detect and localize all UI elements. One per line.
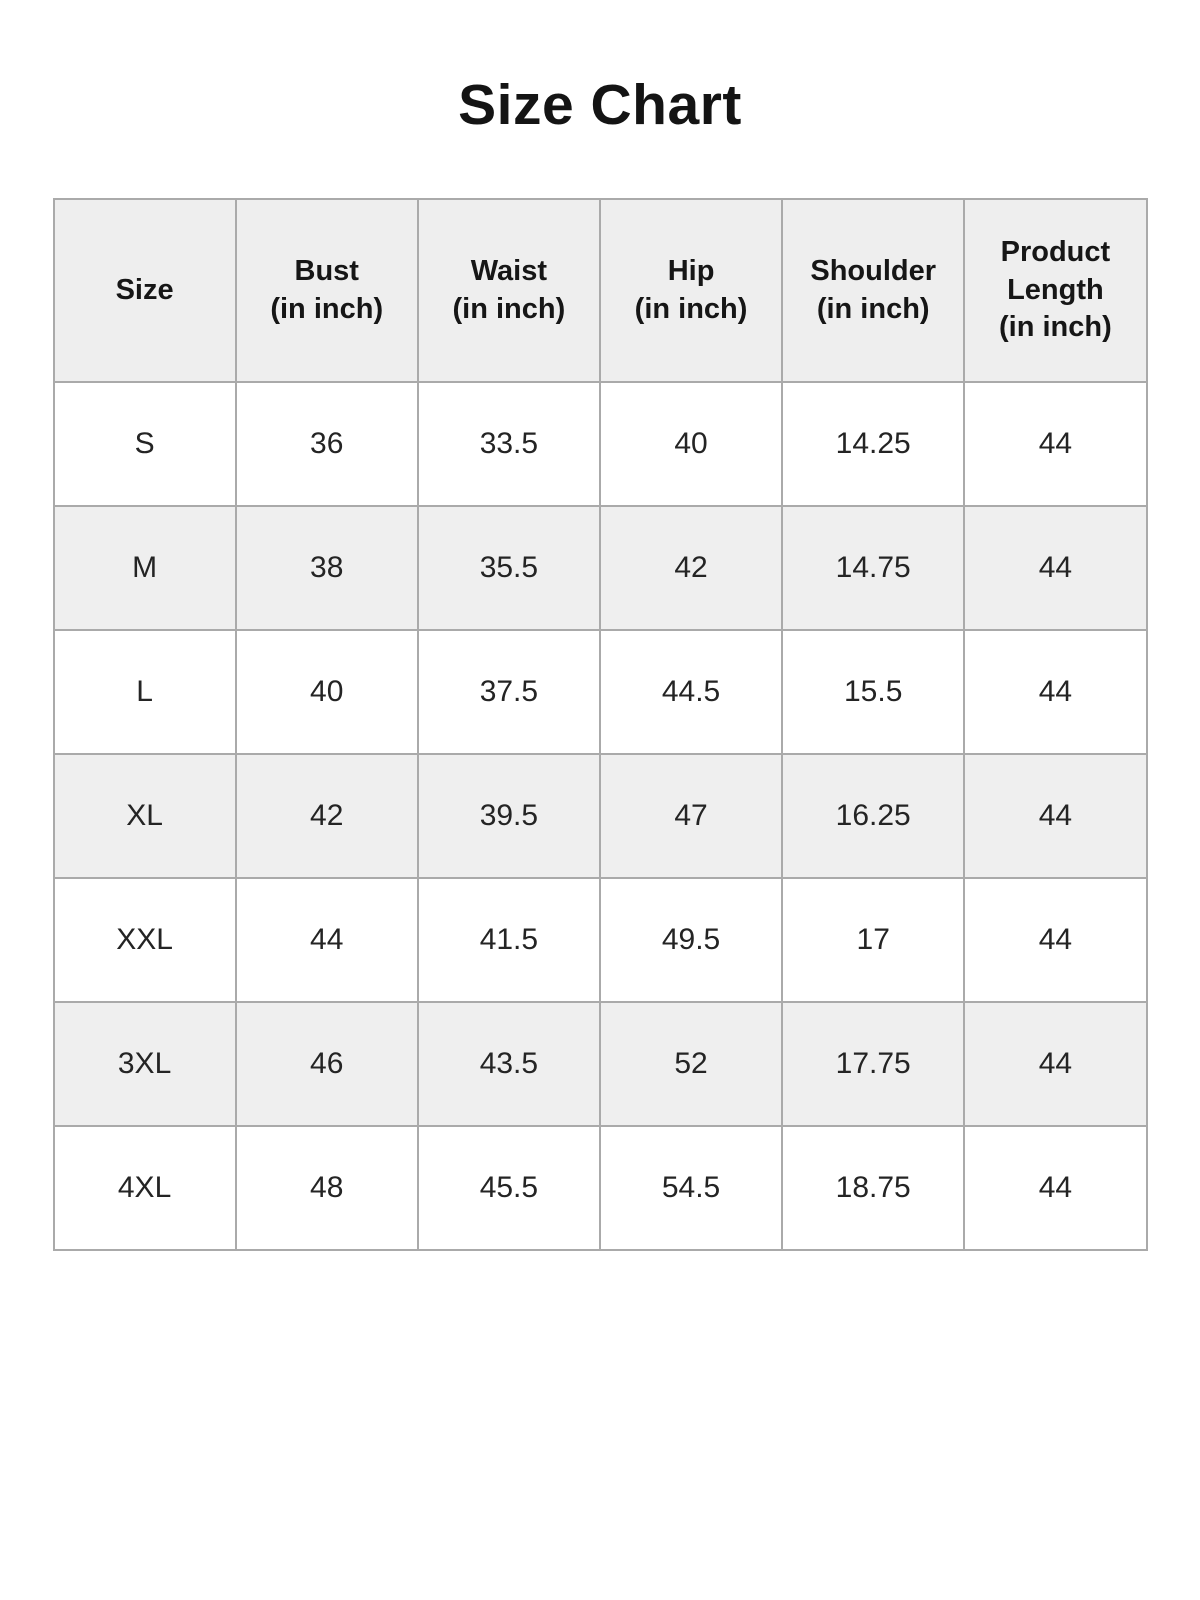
cell-size: L (52, 629, 237, 755)
cell-hip: 54.5 (598, 1125, 784, 1251)
cell-product-length: 44 (963, 629, 1148, 755)
cell-hip: 44.5 (598, 629, 784, 755)
cell-bust: 38 (234, 505, 419, 631)
cell-hip: 47 (598, 753, 784, 879)
table-header-row: Size Bust (in inch) Waist (in inch) Hip … (52, 198, 1148, 383)
cell-shoulder: 15.5 (781, 629, 966, 755)
column-header-label: Waist (470, 254, 548, 287)
column-header-shoulder: Shoulder (in inch) (781, 198, 966, 383)
cell-hip: 40 (598, 381, 784, 507)
column-header-unit: (in inch) (452, 292, 566, 325)
table-header: Size Bust (in inch) Waist (in inch) Hip … (52, 198, 1148, 383)
cell-product-length: 44 (963, 1001, 1148, 1127)
table-row-4xl: 4XL 48 45.5 54.5 18.75 44 (52, 1125, 1148, 1251)
cell-size: 3XL (52, 1001, 237, 1127)
cell-bust: 46 (234, 1001, 419, 1127)
cell-shoulder: 17 (781, 877, 966, 1003)
cell-bust: 44 (234, 877, 419, 1003)
column-header-waist: Waist (in inch) (416, 198, 601, 383)
cell-size: S (52, 381, 237, 507)
cell-waist: 43.5 (416, 1001, 601, 1127)
column-header-unit: (in inch) (816, 292, 930, 325)
column-header-bust: Bust (in inch) (234, 198, 419, 383)
cell-hip: 52 (598, 1001, 784, 1127)
cell-bust: 40 (234, 629, 419, 755)
table-row-3xl: 3XL 46 43.5 52 17.75 44 (52, 1001, 1148, 1127)
size-chart-table: Size Bust (in inch) Waist (in inch) Hip … (52, 198, 1148, 1251)
cell-size: XL (52, 753, 237, 879)
cell-waist: 45.5 (416, 1125, 601, 1251)
table-row-s: S 36 33.5 40 14.25 44 (52, 381, 1148, 507)
column-header-size: Size (52, 198, 237, 383)
table-row-xxl: XXL 44 41.5 49.5 17 44 (52, 877, 1148, 1003)
cell-shoulder: 18.75 (781, 1125, 966, 1251)
column-header-label: Length (1007, 273, 1104, 306)
cell-product-length: 44 (963, 381, 1148, 507)
column-header-unit: (in inch) (270, 292, 384, 325)
cell-waist: 39.5 (416, 753, 601, 879)
table-row-m: M 38 35.5 42 14.75 44 (52, 505, 1148, 631)
cell-bust: 48 (234, 1125, 419, 1251)
column-header-label: Size (115, 273, 174, 306)
cell-shoulder: 17.75 (781, 1001, 966, 1127)
cell-shoulder: 14.25 (781, 381, 966, 507)
cell-product-length: 44 (963, 505, 1148, 631)
cell-shoulder: 16.25 (781, 753, 966, 879)
cell-hip: 49.5 (598, 877, 784, 1003)
column-header-label: Product (1000, 235, 1111, 268)
table-row-xl: XL 42 39.5 47 16.25 44 (52, 753, 1148, 879)
table-body: S 36 33.5 40 14.25 44 M 38 35.5 42 14.75… (52, 381, 1148, 1251)
column-header-unit: (in inch) (634, 292, 748, 325)
cell-size: XXL (52, 877, 237, 1003)
page-title: Size Chart (458, 73, 742, 137)
cell-size: M (52, 505, 237, 631)
cell-hip: 42 (598, 505, 784, 631)
cell-product-length: 44 (963, 1125, 1148, 1251)
cell-size: 4XL (52, 1125, 237, 1251)
column-header-label: Shoulder (810, 254, 937, 287)
column-header-product-length: Product Length (in inch) (963, 198, 1148, 383)
cell-bust: 36 (234, 381, 419, 507)
cell-waist: 37.5 (416, 629, 601, 755)
cell-waist: 41.5 (416, 877, 601, 1003)
cell-waist: 35.5 (416, 505, 601, 631)
column-header-unit: (in inch) (999, 311, 1112, 344)
cell-product-length: 44 (963, 877, 1148, 1003)
column-header-label: Bust (294, 254, 359, 287)
table-row-l: L 40 37.5 44.5 15.5 44 (52, 629, 1148, 755)
cell-bust: 42 (234, 753, 419, 879)
cell-waist: 33.5 (416, 381, 601, 507)
column-header-label: Hip (667, 254, 715, 287)
cell-shoulder: 14.75 (781, 505, 966, 631)
cell-product-length: 44 (963, 753, 1148, 879)
column-header-hip: Hip (in inch) (598, 198, 784, 383)
